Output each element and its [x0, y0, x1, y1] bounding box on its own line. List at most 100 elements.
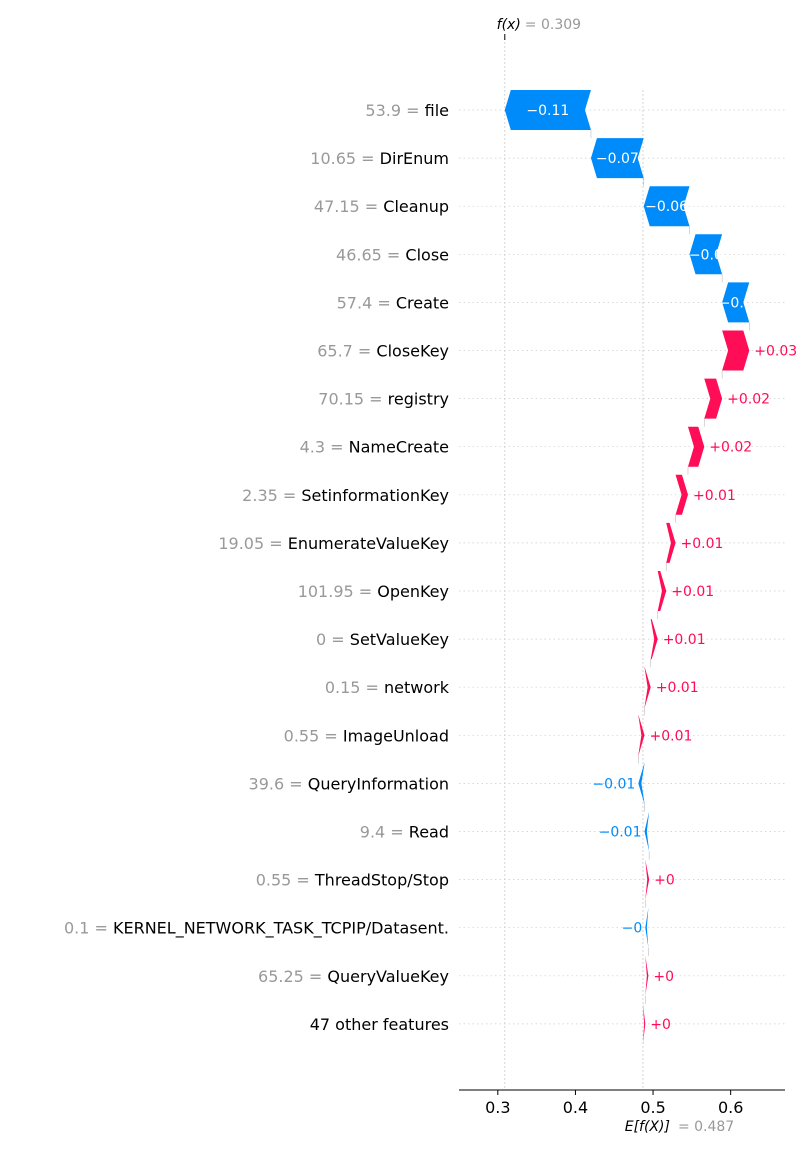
feature-label: 70.15 = registry	[318, 390, 449, 409]
bar-value-label: +0	[650, 1017, 671, 1033]
contribution-bar-positive	[645, 859, 650, 900]
bar-value-label: +0.01	[656, 680, 699, 696]
feature-value: 46.65 =	[336, 245, 405, 264]
feature-label: 10.65 = DirEnum	[310, 149, 449, 168]
feature-value: 65.25 =	[258, 967, 327, 986]
feature-label: 101.95 = OpenKey	[298, 582, 449, 601]
feature-name: 47 other features	[310, 1015, 449, 1034]
feature-value: 47.15 =	[314, 197, 383, 216]
feature-name: network	[384, 678, 450, 697]
feature-value: 2.35 =	[242, 486, 301, 505]
feature-label: 57.4 = Create	[337, 293, 449, 312]
x-tick-label: 0.3	[485, 1098, 510, 1117]
fx-label: f(x)	[497, 17, 521, 33]
feature-label: 46.65 = Close	[336, 245, 449, 264]
feature-label: 0.55 = ImageUnload	[284, 726, 449, 745]
bar-value-label: +0.01	[693, 488, 736, 504]
efx-value: = 0.487	[678, 1119, 734, 1135]
contribution-bar-positive	[687, 426, 705, 467]
row-gridlines	[459, 109, 785, 1025]
feature-name: ThreadStop/Stop	[314, 871, 449, 890]
bar-value-label: +0	[654, 873, 675, 889]
bar-value-label: +0.03	[754, 344, 797, 360]
feature-name: SetValueKey	[350, 630, 449, 649]
contribution-bar-negative	[645, 907, 649, 948]
feature-value: 0.15 =	[325, 678, 384, 697]
feature-label: 19.05 = EnumerateValueKey	[218, 534, 449, 553]
bar-value-label: +0.01	[671, 584, 714, 600]
bar-value-label: −0.07	[596, 151, 639, 167]
bar-value-label: −0	[622, 921, 643, 937]
feature-name: ImageUnload	[343, 726, 449, 745]
contribution-bar-positive	[666, 522, 676, 563]
feature-value: 10.65 =	[310, 149, 379, 168]
contribution-bar-negative	[722, 282, 750, 323]
contribution-bar-positive	[675, 474, 688, 515]
feature-value: 0 =	[316, 630, 350, 649]
feature-value: 39.6 =	[249, 774, 308, 793]
feature-name: EnumerateValueKey	[288, 534, 449, 553]
contribution-bar-positive	[642, 1003, 646, 1044]
fx-value: = 0.309	[525, 17, 581, 33]
feature-label: 0.55 = ThreadStop/Stop	[256, 871, 449, 890]
bar-value-label: −0.0	[689, 247, 723, 263]
feature-label: 53.9 = file	[365, 101, 449, 120]
feature-label: 39.6 = QueryInformation	[249, 774, 449, 793]
contribution-bars: −0.11 −0.07 −0.06 −0.0 −0.0 +0.03 +0.02 +0.02 +0…	[504, 90, 797, 1044]
feature-label: 2.35 = SetinformationKey	[242, 486, 449, 505]
feature-value: 19.05 =	[218, 534, 287, 553]
bar-value-label: −0.06	[645, 199, 688, 215]
bar-value-label: +0.01	[681, 536, 724, 552]
contribution-bar-positive	[644, 667, 651, 708]
bar-value-label: −0.01	[599, 825, 642, 841]
contribution-bar-negative	[689, 234, 723, 275]
feature-label: 9.4 = Read	[360, 823, 449, 842]
x-tick-label: 0.4	[563, 1098, 588, 1117]
feature-value: 65.7 =	[317, 342, 376, 361]
reference-lines	[504, 38, 750, 1090]
feature-name: Create	[396, 293, 449, 312]
feature-name: CloseKey	[376, 342, 449, 361]
x-tick-label: 0.6	[718, 1098, 743, 1117]
bar-value-label: −0.11	[526, 103, 569, 119]
feature-value: 70.15 =	[318, 390, 387, 409]
feature-label: 0.1 = KERNEL_NETWORK_TASK_TCPIP/Datasent…	[64, 919, 449, 939]
feature-value: 4.3 =	[300, 438, 349, 457]
feature-value: 0.55 =	[256, 871, 315, 890]
feature-name: Cleanup	[383, 197, 449, 216]
feature-name: DirEnum	[380, 149, 449, 168]
feature-value: 53.9 =	[365, 101, 424, 120]
bar-value-label: +0.02	[709, 440, 752, 456]
feature-value: 101.95 =	[298, 582, 378, 601]
feature-value: 0.55 =	[284, 726, 343, 745]
x-tick-label: 0.5	[640, 1098, 665, 1117]
x-axis: 0.3 0.4 0.5 0.6	[459, 34, 785, 1117]
contribution-bar-positive	[645, 955, 649, 996]
bar-value-label: +0	[653, 969, 674, 985]
bar-value-label: +0.01	[663, 632, 706, 648]
feature-label: 4.3 = NameCreate	[300, 438, 449, 457]
feature-label: 65.25 = QueryValueKey	[258, 967, 449, 986]
contribution-bar-negative	[643, 186, 690, 227]
feature-label: 0 = SetValueKey	[316, 630, 449, 649]
bar-value-label: +0.01	[650, 728, 693, 744]
bar-value-label: −0.01	[592, 776, 635, 792]
bar-value-label: −0.0	[719, 295, 753, 311]
feature-name: OpenKey	[377, 582, 449, 601]
contribution-bar-positive	[638, 715, 645, 756]
contribution-bar-negative	[638, 763, 645, 804]
feature-value: 9.4 =	[360, 823, 409, 842]
feature-value: 0.1 =	[64, 919, 113, 938]
contribution-bar-negative	[590, 138, 644, 179]
contribution-bar-positive	[650, 619, 658, 660]
feature-labels: 53.9 = file 10.65 = DirEnum 47.15 = Cleanu…	[64, 101, 450, 1034]
feature-label: 47.15 = Cleanup	[314, 197, 449, 216]
feature-name: KERNEL_NETWORK_TASK_TCPIP/Datasent.	[113, 919, 449, 939]
feature-name: Close	[405, 245, 449, 264]
contribution-bar-positive	[704, 378, 723, 419]
feature-name: registry	[388, 390, 449, 409]
feature-name: QueryInformation	[308, 774, 449, 793]
feature-name: NameCreate	[349, 438, 449, 457]
contribution-bar-negative	[644, 811, 650, 852]
